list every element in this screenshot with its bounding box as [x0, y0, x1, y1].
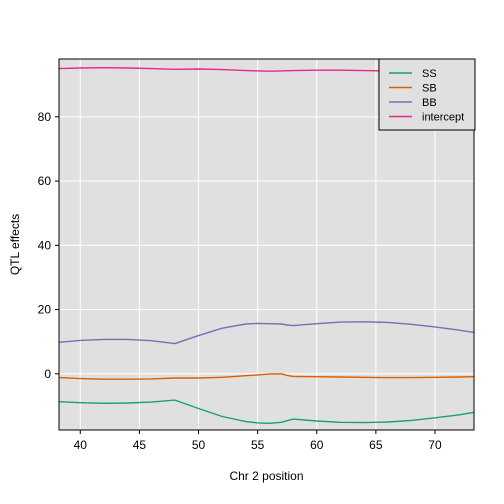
y-tick-label: 40 [38, 238, 52, 252]
x-tick-label: 65 [369, 438, 383, 452]
x-axis-label: Chr 2 position [229, 469, 303, 483]
y-tick-label: 0 [44, 367, 51, 381]
legend: SS SB BB intercept [378, 58, 476, 131]
y-tick-label: 60 [38, 174, 52, 188]
x-tick-label: 45 [133, 438, 147, 452]
series-line-BB [58, 321, 475, 345]
x-tick-label: 60 [310, 438, 324, 452]
y-tick-label: 20 [38, 303, 52, 317]
y-axis-label: QTL effects [8, 214, 22, 275]
series-line-SS [58, 399, 475, 424]
x-tick-label: 50 [192, 438, 206, 452]
series-line-SB [58, 373, 475, 380]
legend-box [378, 58, 476, 131]
legend-label-BB: BB [422, 97, 437, 109]
x-axis: 40 45 50 55 60 65 70 [74, 430, 442, 452]
legend-label-SB: SB [422, 83, 437, 95]
y-axis: 0 20 40 60 80 [38, 110, 59, 381]
x-tick-label: 55 [251, 438, 265, 452]
x-tick-label: 40 [74, 438, 88, 452]
y-tick-label: 80 [38, 110, 52, 124]
plot-border [58, 58, 475, 431]
legend-label-intercept: intercept [422, 112, 464, 124]
x-tick-label: 70 [428, 438, 442, 452]
legend-label-SS: SS [422, 68, 437, 80]
